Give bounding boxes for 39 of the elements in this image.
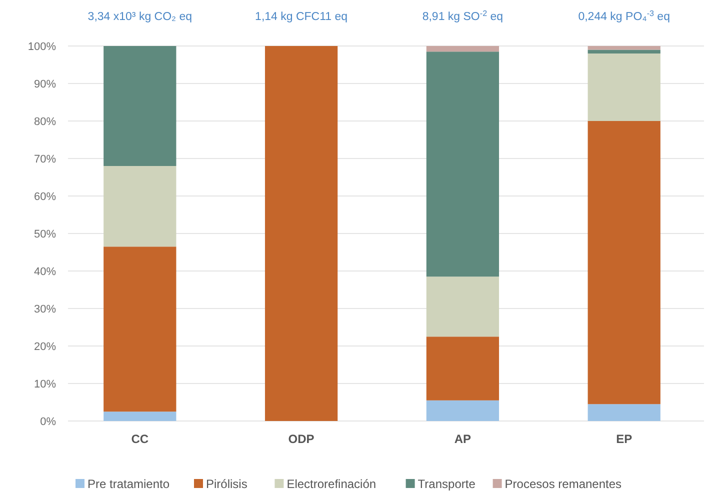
y-tick-label: 40% bbox=[34, 266, 56, 278]
bar bbox=[588, 50, 660, 54]
legend-label: Pre tratamiento bbox=[88, 477, 170, 491]
annotation: 8,91 kg SO$^{-2}$ eq bbox=[422, 8, 504, 23]
annotation: 3,34 x10³ kg CO₂ eq bbox=[88, 11, 192, 23]
bar bbox=[426, 276, 500, 337]
legend-label: Electrorefinación bbox=[286, 477, 376, 491]
bar bbox=[588, 54, 660, 121]
y-tick-label: 30% bbox=[34, 303, 56, 316]
bar bbox=[104, 46, 176, 166]
bar bbox=[426, 336, 500, 400]
annotation: 1,14 kg CFC11 eq bbox=[255, 11, 348, 23]
y-tick-label: 60% bbox=[34, 190, 56, 203]
bar bbox=[104, 246, 176, 412]
y-tick-label: 100% bbox=[28, 40, 56, 53]
bar bbox=[426, 52, 500, 277]
bar bbox=[426, 400, 500, 421]
legend-label: Procesos remanentes bbox=[504, 477, 622, 491]
y-tick-label: 90% bbox=[34, 78, 56, 90]
legend-label: Transporte bbox=[418, 477, 476, 491]
y-tick-label: 70% bbox=[34, 153, 56, 166]
y-tick-label: 80% bbox=[34, 116, 56, 128]
legend-label: Pirólisis bbox=[206, 477, 248, 491]
y-tick-label: 10% bbox=[34, 378, 56, 390]
x-tick-label: CC bbox=[131, 432, 149, 446]
x-tick-label: EP bbox=[616, 432, 632, 446]
bar bbox=[588, 121, 660, 404]
annotation: 0,244 kg PO₄$^{-3}$ eq bbox=[578, 8, 670, 23]
bar bbox=[588, 46, 660, 50]
x-tick-label: ODP bbox=[288, 432, 314, 446]
bar bbox=[264, 46, 338, 421]
bar bbox=[104, 166, 176, 247]
y-tick-label: 50% bbox=[34, 228, 56, 240]
bar bbox=[426, 46, 500, 52]
y-tick-label: 0% bbox=[40, 416, 56, 428]
y-tick-label: 20% bbox=[34, 340, 56, 353]
bar bbox=[588, 404, 660, 421]
bar bbox=[104, 412, 176, 421]
x-tick-label: AP bbox=[454, 432, 472, 446]
